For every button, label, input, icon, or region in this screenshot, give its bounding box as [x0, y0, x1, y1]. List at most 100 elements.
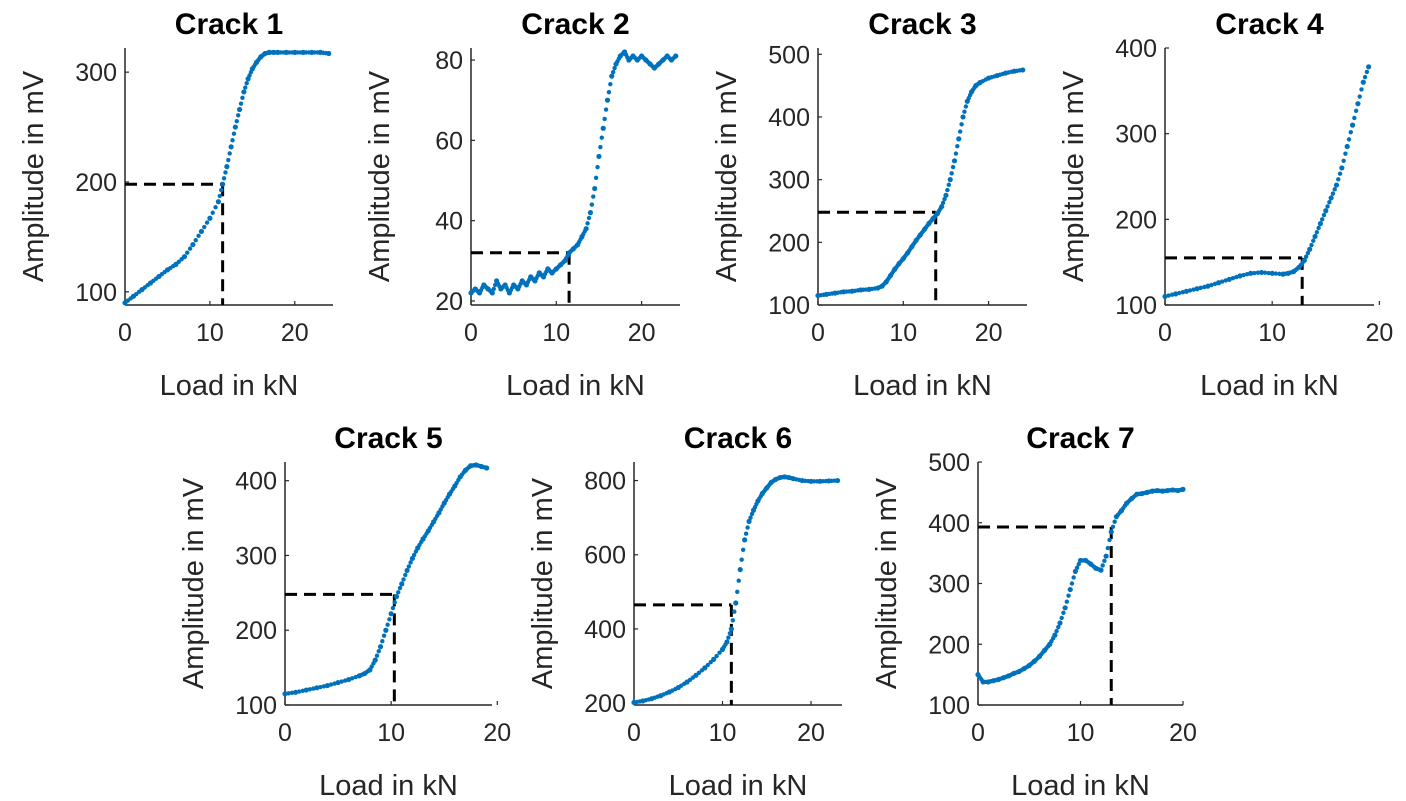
data-point — [724, 639, 730, 645]
data-point — [217, 193, 223, 199]
y-axis-label: Amplitude in mV — [18, 70, 50, 282]
y-tick-label: 300 — [75, 59, 117, 87]
data-point — [1059, 615, 1064, 621]
data-point — [1325, 204, 1330, 209]
y-tick-label: 300 — [928, 571, 970, 599]
chart-title: Crack 3 — [868, 8, 976, 41]
data-point — [393, 593, 400, 600]
data-point — [228, 144, 234, 150]
data-point — [1205, 283, 1211, 289]
data-point — [1054, 628, 1059, 634]
data-point — [1277, 271, 1282, 277]
data-point — [193, 238, 198, 243]
data-series — [282, 462, 490, 697]
chart-panel-4: 0 10 20 100 200 300 400 Crack 4 Load in kN Amplit… — [1058, 8, 1393, 402]
data-point — [606, 89, 612, 95]
data-point — [227, 151, 232, 156]
data-point — [296, 689, 302, 694]
data-point — [1187, 288, 1193, 293]
data-point — [1020, 67, 1026, 73]
data-point — [210, 210, 215, 215]
data-point — [943, 192, 949, 198]
data-point — [1301, 257, 1307, 264]
data-point — [1198, 285, 1203, 291]
data-point — [397, 585, 403, 591]
data-point — [1102, 558, 1107, 564]
data-point — [324, 682, 331, 689]
data-point — [608, 81, 613, 87]
data-point — [1067, 586, 1073, 593]
data-point — [1317, 221, 1324, 227]
y-tick-label: 100 — [75, 279, 117, 307]
data-point — [1349, 122, 1356, 128]
data-point — [711, 656, 717, 662]
data-point — [1230, 275, 1236, 281]
data-point — [956, 136, 962, 142]
y-axis-label: Amplitude in mV — [871, 477, 903, 689]
data-point — [1112, 519, 1117, 524]
chart-panel-1: 0 10 20 100 200 300 Crack 1 Load in kN Amplitude… — [18, 8, 333, 402]
data-point — [377, 644, 384, 650]
data-point — [234, 119, 239, 124]
data-point — [303, 687, 309, 693]
data-point — [1273, 271, 1278, 276]
data-point — [1359, 87, 1364, 92]
data-point — [314, 685, 320, 691]
x-tick-label: 0 — [627, 719, 641, 747]
data-point — [1183, 288, 1190, 294]
data-point — [328, 682, 334, 687]
chart-panel-7: 0 10 20 100 200 300 400 500 Crack 7 Load in kN Amp… — [871, 422, 1197, 801]
data-point — [1061, 610, 1066, 616]
data-point — [181, 254, 188, 260]
data-point — [385, 622, 390, 627]
data-point — [963, 104, 969, 109]
y-tick-label: 400 — [768, 104, 810, 132]
y-tick-label: 100 — [235, 692, 277, 720]
data-point — [381, 633, 387, 638]
y-tick-label: 100 — [928, 692, 970, 720]
chart-panel-3: 0 10 20 100 200 300 400 500 Crack 3 Load in kN Amp… — [711, 8, 1027, 402]
data-point — [1316, 225, 1321, 231]
data-point — [612, 65, 617, 71]
data-point — [241, 89, 247, 95]
data-point — [745, 525, 750, 530]
data-point — [1180, 486, 1186, 492]
data-point — [949, 171, 954, 176]
y-axis-label: Amplitude in mV — [364, 70, 396, 282]
data-point — [592, 185, 598, 192]
data-point — [596, 153, 602, 160]
data-point — [1258, 269, 1265, 276]
data-point — [1303, 254, 1309, 259]
data-point — [742, 537, 748, 543]
chart-panel-5: 0 10 20 100 200 300 400 Crack 5 Load in kN Amplit… — [178, 422, 511, 801]
data-point — [735, 589, 740, 595]
data-point — [1323, 208, 1329, 214]
y-tick-label: 200 — [1115, 206, 1157, 234]
y-axis-label: Amplitude in mV — [711, 70, 743, 282]
y-tick-label: 400 — [1115, 35, 1157, 63]
data-point — [942, 196, 947, 202]
data-point — [953, 151, 959, 156]
data-point — [1332, 187, 1337, 192]
data-point — [219, 187, 224, 193]
data-point — [960, 114, 966, 120]
chart-title: Crack 5 — [334, 422, 442, 455]
x-axis-label: Load in kN — [853, 370, 992, 402]
data-point — [1305, 250, 1311, 256]
data-point — [1312, 233, 1318, 240]
data-point — [408, 560, 413, 565]
data-point — [1344, 143, 1350, 150]
data-point — [586, 215, 592, 221]
data-point — [346, 676, 352, 683]
data-point — [396, 590, 401, 595]
data-point — [215, 199, 221, 205]
y-tick-label: 200 — [75, 169, 117, 197]
x-tick-label: 0 — [971, 719, 985, 747]
data-point — [749, 511, 755, 517]
data-point — [1343, 151, 1348, 156]
data-point — [585, 221, 590, 226]
chart-title: Crack 4 — [1215, 8, 1324, 41]
data-point — [946, 182, 952, 188]
chart-title: Crack 2 — [521, 8, 629, 41]
data-point — [743, 531, 749, 536]
